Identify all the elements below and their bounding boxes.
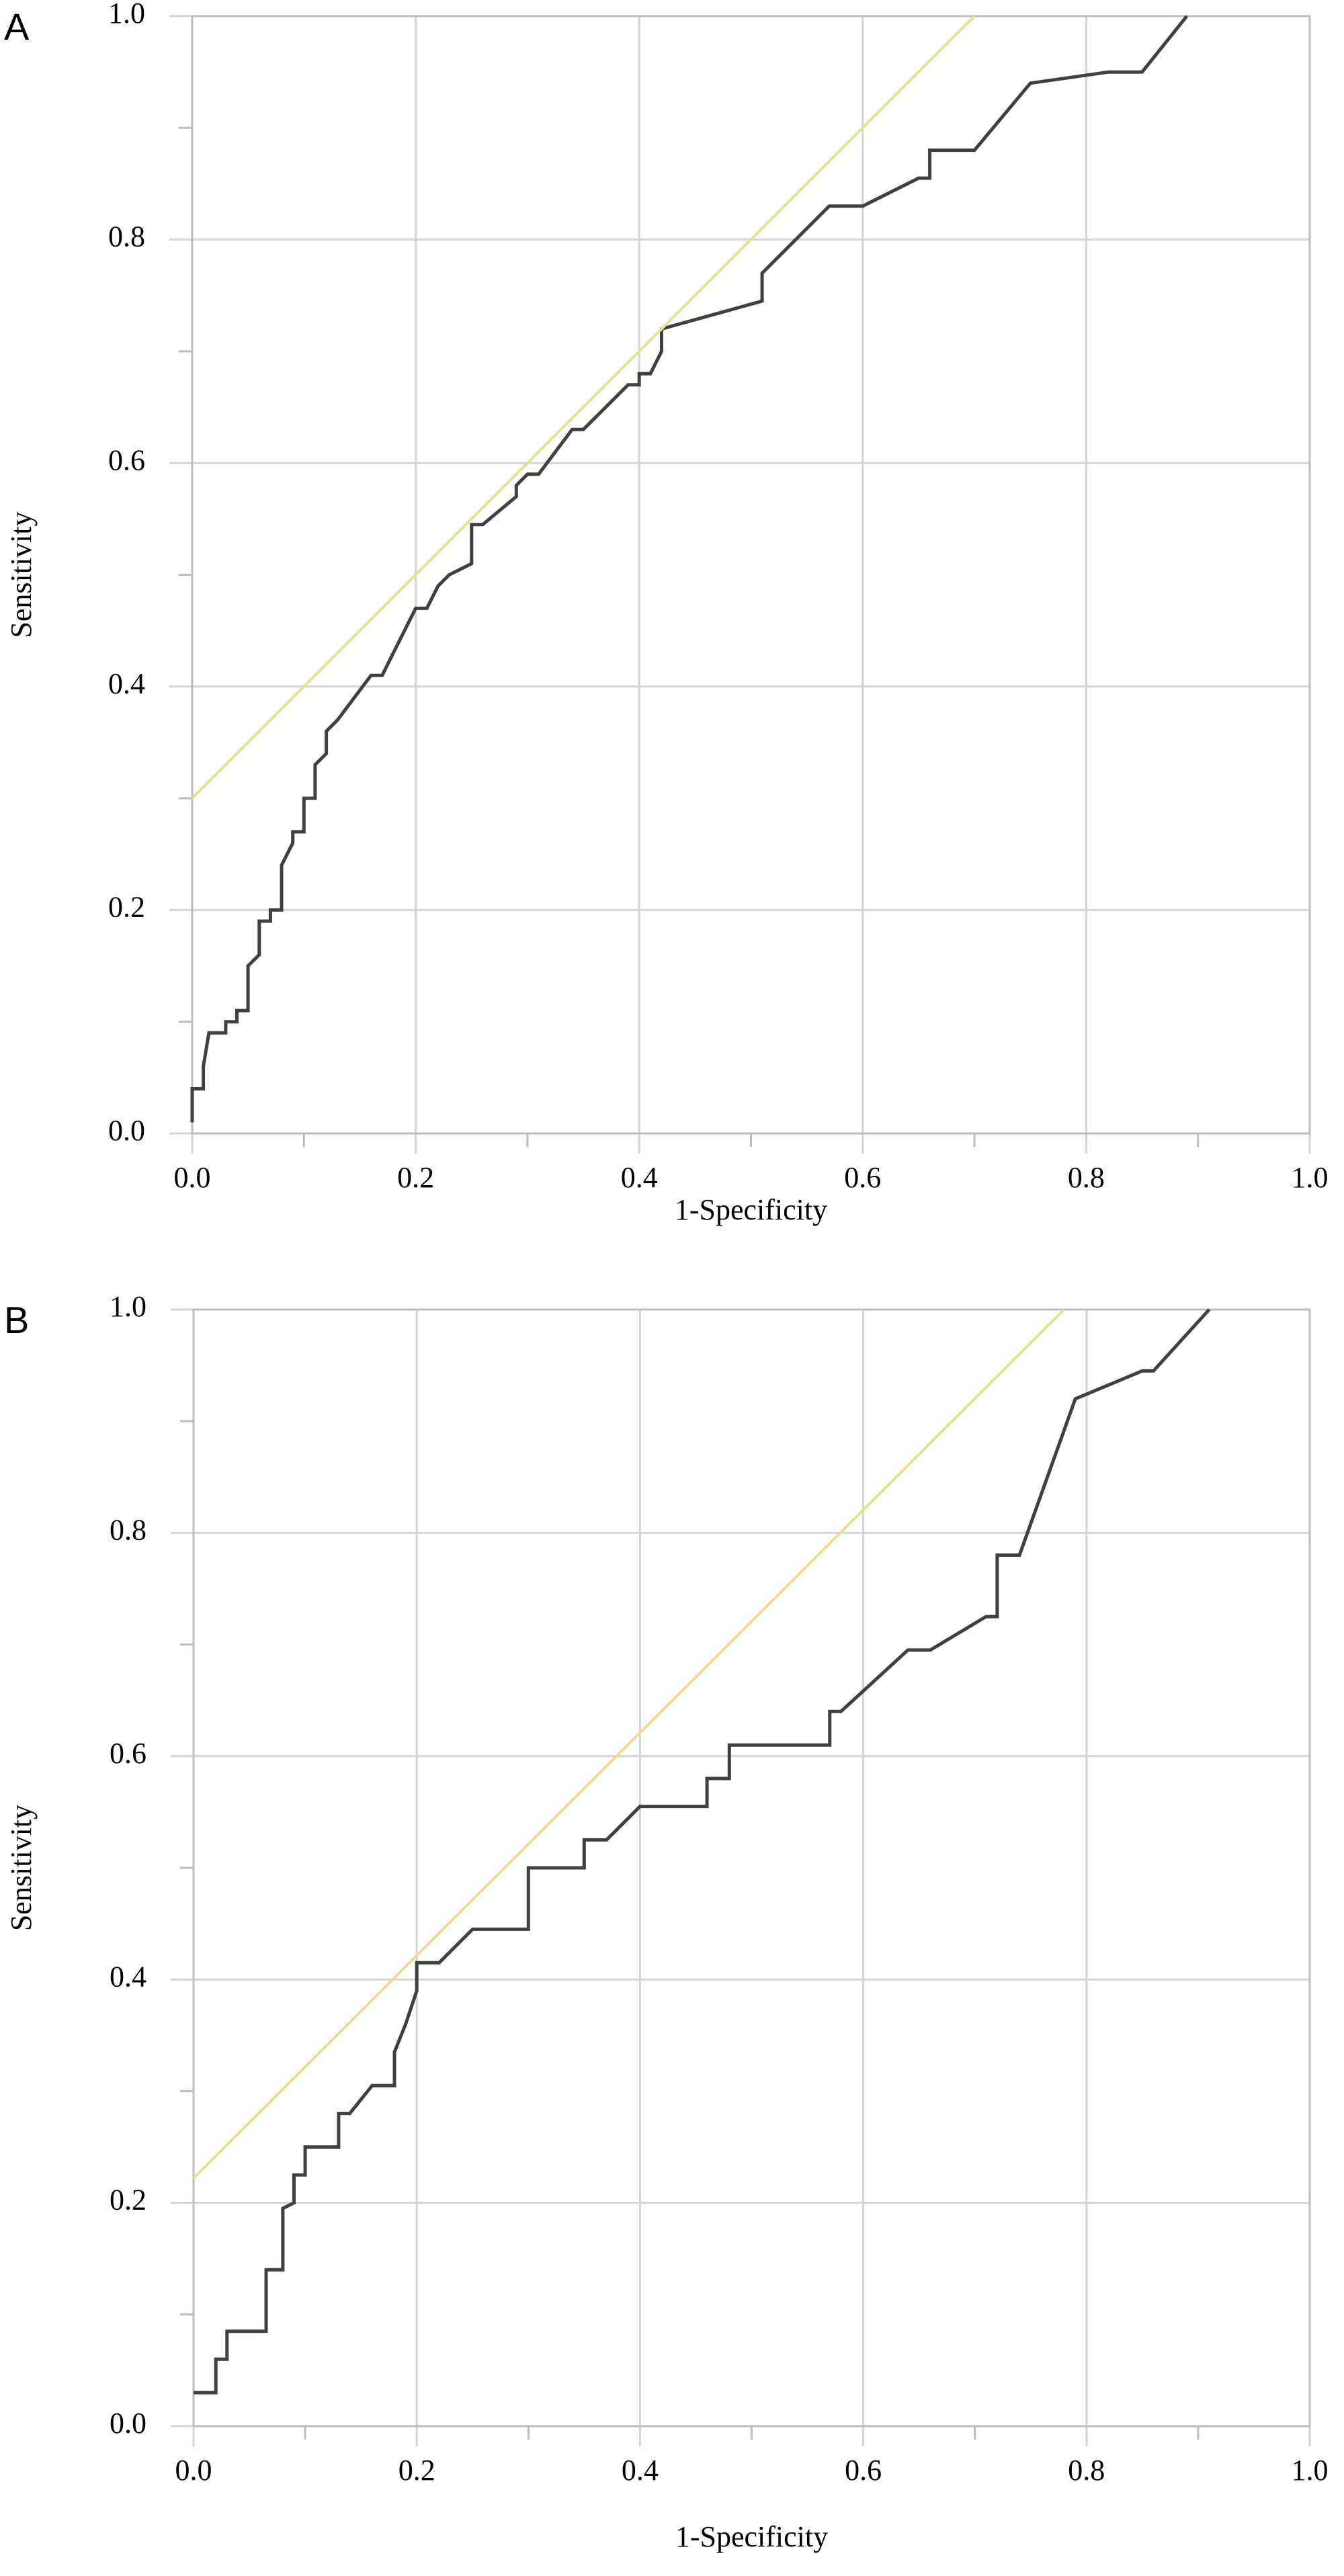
y-tick-label: 1.0: [110, 1290, 146, 1323]
x-tick-label: 0.2: [397, 1161, 434, 1194]
x-tick-label: 0.4: [622, 2454, 659, 2487]
y-tick-label: 0.2: [110, 2184, 146, 2217]
y-tick-label: 0.4: [108, 667, 145, 700]
x-tick-label: 1.0: [1292, 1161, 1329, 1194]
y-tick-label: 0.4: [110, 1960, 146, 1993]
y-tick-label: 0.8: [108, 220, 145, 253]
roc-line: [191, 15, 976, 800]
x-axis-label: 1-Specificity: [675, 1193, 827, 1226]
x-tick-label: 0.4: [621, 1161, 658, 1194]
panel-label: B: [4, 1299, 29, 1341]
y-tick-label: 1.0: [108, 0, 145, 30]
y-tick-label: 0.8: [110, 1513, 146, 1546]
x-tick-label: 0.2: [398, 2454, 435, 2487]
x-tick-label: 0.8: [1068, 2454, 1105, 2487]
y-tick-label: 0.6: [110, 1737, 146, 1770]
y-tick-label: 0.0: [110, 2407, 146, 2440]
plot-frame: [192, 1308, 1311, 2428]
x-tick-label: 1.0: [1292, 2454, 1329, 2487]
x-axis-label: 1-Specificity: [675, 2520, 828, 2553]
x-tick-label: 0.0: [175, 2454, 212, 2487]
y-tick-label: 0.0: [108, 1114, 145, 1147]
x-tick-label: 0.6: [845, 2454, 882, 2487]
x-tick-label: 0.8: [1068, 1161, 1105, 1194]
plot-frame: [191, 15, 1311, 1135]
y-tick-label: 0.2: [108, 890, 145, 923]
x-tick-label: 0.6: [844, 1161, 881, 1194]
y-axis-label: Sensitivity: [5, 1805, 38, 1931]
roc-line: [192, 1308, 1066, 2180]
x-tick-label: 0.0: [174, 1161, 211, 1194]
roc-line: [194, 1308, 1211, 2395]
y-tick-label: 0.6: [108, 443, 145, 476]
roc-line: [190, 15, 1189, 1123]
y-axis-label: Sensitivity: [5, 511, 38, 638]
panel-label: A: [4, 5, 30, 48]
